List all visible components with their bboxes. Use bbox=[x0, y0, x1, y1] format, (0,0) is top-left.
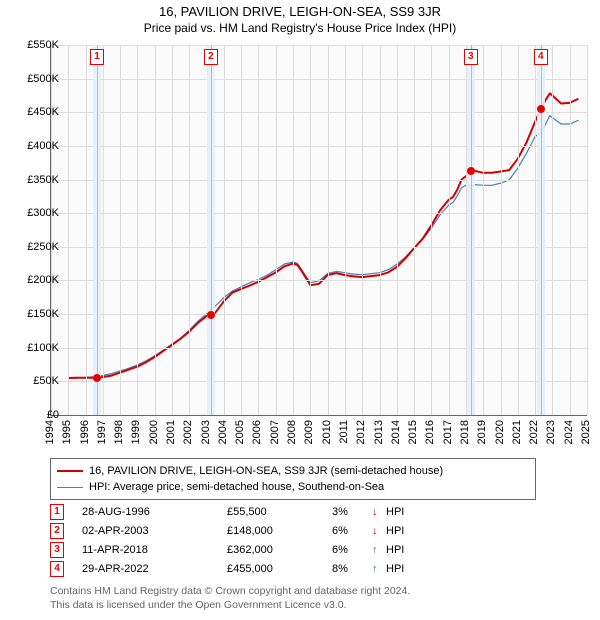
arrow-down-icon: ↓ bbox=[372, 506, 386, 518]
sale-marker-box: 2 bbox=[204, 49, 218, 65]
legend-swatch-hpi bbox=[57, 487, 83, 488]
x-axis-label: 2020 bbox=[494, 420, 506, 444]
x-axis-label: 1996 bbox=[79, 420, 91, 444]
legend-label-property: 16, PAVILION DRIVE, LEIGH-ON-SEA, SS9 3J… bbox=[89, 465, 443, 477]
x-axis-label: 2005 bbox=[234, 420, 246, 444]
footer-line2: This data is licensed under the Open Gov… bbox=[50, 599, 410, 613]
x-axis-label: 2022 bbox=[528, 420, 540, 444]
legend-swatch-property bbox=[57, 470, 83, 472]
y-axis-label: £50K bbox=[14, 375, 59, 387]
x-axis-label: 2012 bbox=[355, 420, 367, 444]
x-axis-label: 2018 bbox=[459, 420, 471, 444]
sale-marker-dot bbox=[93, 374, 101, 382]
x-axis-label: 1997 bbox=[96, 420, 108, 444]
arrow-up-icon: ↑ bbox=[372, 544, 386, 556]
title-block: 16, PAVILION DRIVE, LEIGH-ON-SEA, SS9 3J… bbox=[0, 0, 600, 35]
event-date: 29-APR-2022 bbox=[82, 563, 227, 575]
legend: 16, PAVILION DRIVE, LEIGH-ON-SEA, SS9 3J… bbox=[50, 458, 536, 500]
x-axis-label: 1995 bbox=[61, 420, 73, 444]
arrow-down-icon: ↓ bbox=[372, 525, 386, 537]
x-axis-label: 2007 bbox=[269, 420, 281, 444]
event-row: 1 28-AUG-1996£55,5003%↓HPI bbox=[50, 502, 404, 521]
x-axis-label: 2011 bbox=[338, 420, 350, 444]
y-axis-label: £550K bbox=[14, 39, 59, 51]
x-axis-label: 2025 bbox=[580, 420, 592, 444]
legend-label-hpi: HPI: Average price, semi-detached house,… bbox=[89, 481, 384, 493]
event-delta: 8% bbox=[332, 563, 372, 575]
series-property bbox=[68, 93, 578, 378]
event-hpi-label: HPI bbox=[386, 506, 404, 518]
y-axis-label: £100K bbox=[14, 342, 59, 354]
event-index-box: 4 bbox=[50, 561, 64, 577]
y-axis-label: £250K bbox=[14, 241, 59, 253]
sale-marker-dot bbox=[537, 105, 545, 113]
legend-row: 16, PAVILION DRIVE, LEIGH-ON-SEA, SS9 3J… bbox=[57, 463, 529, 479]
x-axis-label: 2019 bbox=[476, 420, 488, 444]
y-axis-label: £450K bbox=[14, 106, 59, 118]
x-axis-label: 2003 bbox=[200, 420, 212, 444]
legend-row: HPI: Average price, semi-detached house,… bbox=[57, 479, 529, 495]
x-axis-label: 2004 bbox=[217, 420, 229, 444]
x-axis-label: 2023 bbox=[545, 420, 557, 444]
sale-marker-dot bbox=[467, 167, 475, 175]
event-delta: 3% bbox=[332, 506, 372, 518]
plot-svg bbox=[51, 45, 587, 415]
x-axis-label: 2001 bbox=[165, 420, 177, 444]
event-delta: 6% bbox=[332, 525, 372, 537]
event-price: £362,000 bbox=[227, 544, 332, 556]
event-index-box: 2 bbox=[50, 523, 64, 539]
x-axis-label: 2008 bbox=[286, 420, 298, 444]
event-price: £148,000 bbox=[227, 525, 332, 537]
y-axis-label: £500K bbox=[14, 73, 59, 85]
sale-marker-box: 1 bbox=[90, 49, 104, 65]
x-axis-label: 2024 bbox=[563, 420, 575, 444]
event-price: £455,000 bbox=[227, 563, 332, 575]
chart-subtitle: Price paid vs. HM Land Registry's House … bbox=[0, 21, 600, 35]
y-axis-label: £300K bbox=[14, 207, 59, 219]
event-hpi-label: HPI bbox=[386, 563, 404, 575]
x-axis-label: 2009 bbox=[303, 420, 315, 444]
x-axis-label: 2010 bbox=[321, 420, 333, 444]
x-axis-label: 1994 bbox=[44, 420, 56, 444]
y-axis-label: £200K bbox=[14, 274, 59, 286]
x-axis-label: 2013 bbox=[373, 420, 385, 444]
x-axis-label: 2006 bbox=[251, 420, 263, 444]
x-axis-label: 2000 bbox=[148, 420, 160, 444]
y-axis-label: £400K bbox=[14, 140, 59, 152]
event-date: 11-APR-2018 bbox=[82, 544, 227, 556]
x-axis-label: 1998 bbox=[113, 420, 125, 444]
x-axis-label: 2002 bbox=[182, 420, 194, 444]
chart-container: 16, PAVILION DRIVE, LEIGH-ON-SEA, SS9 3J… bbox=[0, 0, 600, 620]
event-hpi-label: HPI bbox=[386, 525, 404, 537]
event-index-box: 1 bbox=[50, 504, 64, 520]
y-axis-label: £350K bbox=[14, 174, 59, 186]
event-index-box: 3 bbox=[50, 542, 64, 558]
events-table: 128-AUG-1996£55,5003%↓HPI202-APR-2003£14… bbox=[50, 502, 404, 578]
x-axis-label: 2021 bbox=[511, 420, 523, 444]
event-date: 02-APR-2003 bbox=[82, 525, 227, 537]
x-axis-label: 1999 bbox=[130, 420, 142, 444]
arrow-up-icon: ↑ bbox=[372, 563, 386, 575]
event-row: 3 11-APR-2018£362,0006%↑HPI bbox=[50, 540, 404, 559]
sale-marker-box: 3 bbox=[464, 49, 478, 65]
event-hpi-label: HPI bbox=[386, 544, 404, 556]
event-row: 4 29-APR-2022£455,0008%↑HPI bbox=[50, 559, 404, 578]
event-date: 28-AUG-1996 bbox=[82, 506, 227, 518]
event-row: 2 02-APR-2003£148,0006%↓HPI bbox=[50, 521, 404, 540]
x-axis-label: 2017 bbox=[442, 420, 454, 444]
sale-marker-box: 4 bbox=[534, 49, 548, 65]
y-axis-label: £150K bbox=[14, 308, 59, 320]
event-price: £55,500 bbox=[227, 506, 332, 518]
sale-marker-dot bbox=[207, 311, 215, 319]
event-delta: 6% bbox=[332, 544, 372, 556]
x-axis-label: 2016 bbox=[424, 420, 436, 444]
plot-area: 1 2 3 4 bbox=[50, 45, 587, 416]
footer-line1: Contains HM Land Registry data © Crown c… bbox=[50, 585, 410, 599]
x-axis-label: 2014 bbox=[390, 420, 402, 444]
x-axis-label: 2015 bbox=[407, 420, 419, 444]
footer: Contains HM Land Registry data © Crown c… bbox=[50, 585, 410, 612]
chart-title: 16, PAVILION DRIVE, LEIGH-ON-SEA, SS9 3J… bbox=[0, 4, 600, 19]
